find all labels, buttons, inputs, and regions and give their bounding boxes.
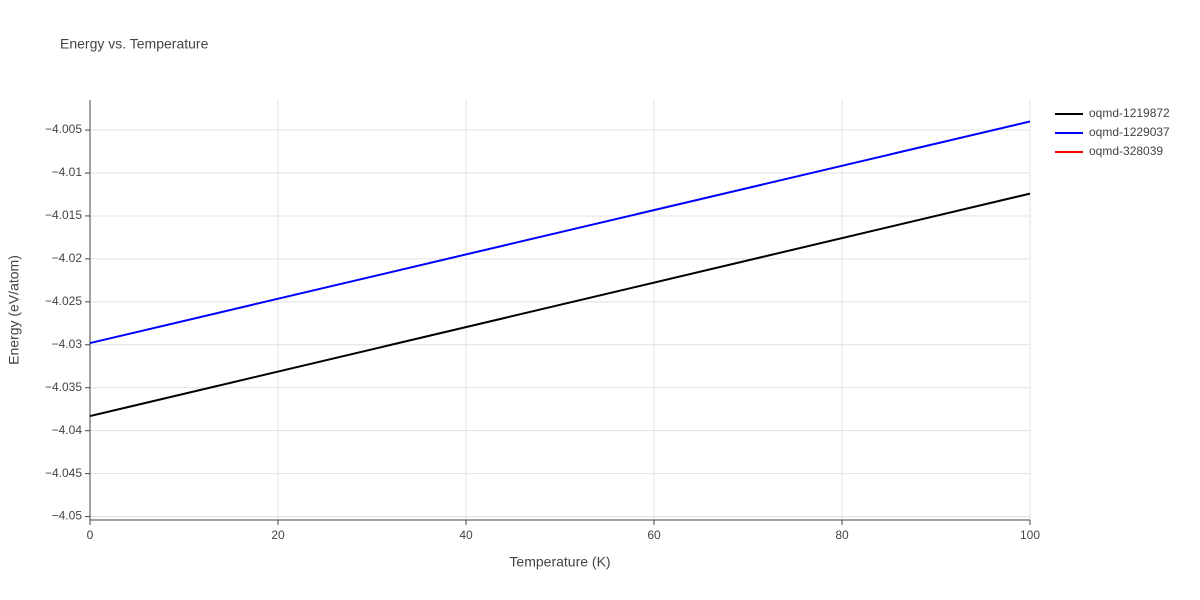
x-tick-label: 60 — [647, 528, 661, 542]
y-axis-title: Energy (eV/atom) — [6, 255, 22, 365]
y-tick-label: −4.025 — [45, 294, 82, 308]
y-tick-label: −4.035 — [45, 380, 82, 394]
y-tick-label: −4.01 — [52, 165, 83, 179]
x-tick-label: 0 — [87, 528, 94, 542]
chart-title: Energy vs. Temperature — [60, 36, 209, 52]
legend-label: oqmd-1219872 — [1089, 106, 1170, 120]
series-line — [89, 192, 1031, 418]
y-tick-label: −4.015 — [45, 208, 82, 222]
x-tick-label: 40 — [459, 528, 473, 542]
x-tick-label: 20 — [271, 528, 285, 542]
y-tick-label: −4.02 — [52, 251, 83, 265]
legend-label: oqmd-1229037 — [1089, 125, 1170, 139]
y-tick-label: −4.04 — [52, 423, 83, 437]
x-tick-label: 100 — [1020, 528, 1040, 542]
x-tick-label: 80 — [835, 528, 849, 542]
legend-label: oqmd-328039 — [1089, 144, 1163, 158]
series-line — [89, 120, 1031, 345]
x-axis-title: Temperature (K) — [509, 554, 610, 570]
y-tick-label: −4.03 — [52, 337, 83, 351]
y-tick-label: −4.005 — [45, 122, 82, 136]
y-tick-label: −4.05 — [52, 509, 83, 523]
y-tick-label: −4.045 — [45, 466, 82, 480]
